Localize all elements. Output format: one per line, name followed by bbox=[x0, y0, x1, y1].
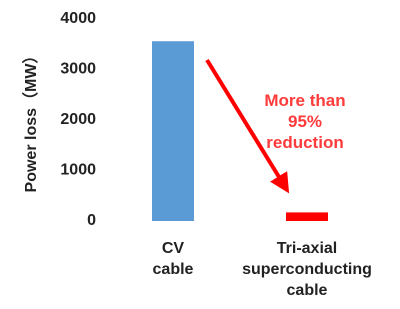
y-axis-label: Power loss（MW） bbox=[22, 48, 40, 193]
y-tick-label: 0 bbox=[87, 212, 96, 229]
y-tick-label: 4000 bbox=[60, 10, 96, 27]
x-tick-label: CV cable bbox=[152, 240, 194, 278]
bar bbox=[286, 212, 328, 221]
annotation: More than 95% reduction bbox=[264, 91, 346, 152]
y-tick-label: 1000 bbox=[60, 162, 96, 179]
y-tick-label: 3000 bbox=[60, 61, 96, 78]
bar bbox=[152, 41, 194, 221]
arrow bbox=[205, 58, 290, 194]
y-tick-label: 2000 bbox=[60, 111, 96, 128]
x-tick-label: Tri-axial superconducting cable bbox=[242, 240, 372, 299]
